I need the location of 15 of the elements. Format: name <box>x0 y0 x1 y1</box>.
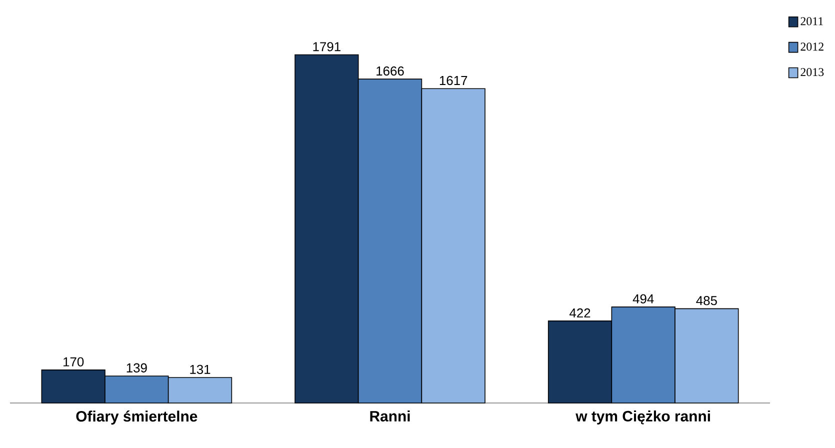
data-label: 131 <box>190 364 210 374</box>
data-label: 1617 <box>440 76 468 86</box>
data-label: 1666 <box>376 66 404 76</box>
data-label: 139 <box>126 363 147 372</box>
x-tick-label: Ranni <box>370 410 410 422</box>
legend-label: 2013 <box>800 68 824 76</box>
x-tick-label: Ofiary śmiertelne <box>76 410 198 425</box>
data-label: 494 <box>632 294 654 304</box>
data-label: 170 <box>64 357 84 366</box>
data-label: 485 <box>696 296 717 306</box>
data-label: 422 <box>570 308 590 318</box>
data-label: 1791 <box>313 42 340 52</box>
legend-label: 2012 <box>800 42 824 51</box>
legend-label: 2011 <box>800 17 823 26</box>
x-tick-label: w tym Ciężko ranni <box>576 410 710 424</box>
